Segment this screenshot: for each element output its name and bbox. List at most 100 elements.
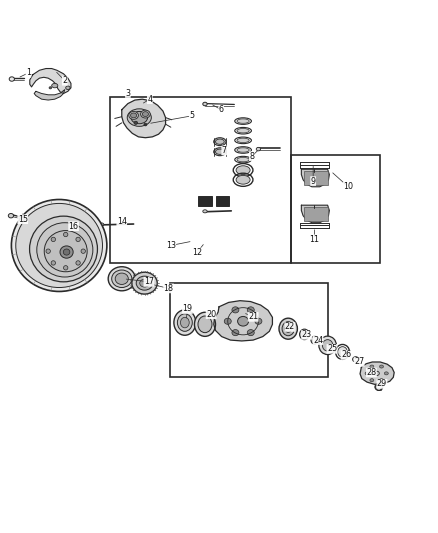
Bar [198, 196, 212, 206]
Ellipse shape [60, 246, 73, 258]
Ellipse shape [76, 237, 80, 241]
Ellipse shape [37, 223, 93, 277]
Text: 10: 10 [343, 182, 353, 191]
Bar [170, 283, 328, 377]
Bar [110, 96, 291, 263]
Ellipse shape [237, 128, 249, 133]
Text: 12: 12 [192, 248, 202, 257]
Text: 6: 6 [219, 105, 224, 114]
Ellipse shape [279, 318, 297, 339]
Ellipse shape [247, 307, 254, 313]
Ellipse shape [66, 86, 70, 90]
Ellipse shape [131, 111, 148, 124]
Text: 22: 22 [285, 322, 295, 332]
Ellipse shape [236, 175, 250, 184]
Ellipse shape [353, 357, 359, 362]
Polygon shape [122, 99, 166, 138]
Text: 27: 27 [354, 358, 364, 367]
Ellipse shape [142, 112, 148, 117]
Ellipse shape [108, 266, 135, 291]
Ellipse shape [129, 111, 138, 119]
Text: 20: 20 [206, 310, 216, 319]
Text: 23: 23 [301, 330, 312, 340]
Text: 21: 21 [248, 312, 258, 321]
Ellipse shape [131, 113, 137, 118]
Ellipse shape [16, 204, 102, 287]
Ellipse shape [256, 147, 261, 151]
Ellipse shape [311, 336, 318, 344]
Polygon shape [214, 301, 272, 341]
Text: 24: 24 [313, 336, 323, 344]
Text: 19: 19 [182, 304, 193, 313]
Ellipse shape [232, 307, 239, 313]
Ellipse shape [76, 261, 80, 265]
Ellipse shape [237, 148, 249, 152]
Ellipse shape [63, 249, 70, 255]
Bar [304, 207, 328, 221]
Ellipse shape [236, 166, 250, 174]
Polygon shape [360, 362, 394, 384]
Text: 5: 5 [189, 111, 194, 120]
Text: 18: 18 [164, 284, 173, 293]
Ellipse shape [180, 317, 189, 328]
Ellipse shape [379, 378, 384, 382]
Ellipse shape [64, 265, 68, 270]
Ellipse shape [238, 317, 249, 326]
Text: 8: 8 [249, 151, 254, 160]
Text: 9: 9 [311, 176, 316, 185]
Ellipse shape [385, 372, 389, 375]
Ellipse shape [64, 232, 68, 237]
Ellipse shape [132, 272, 157, 294]
Ellipse shape [174, 310, 196, 335]
Bar [291, 155, 380, 263]
Ellipse shape [375, 383, 383, 391]
Text: 17: 17 [144, 277, 154, 286]
Ellipse shape [338, 346, 347, 357]
Ellipse shape [322, 340, 333, 351]
Ellipse shape [203, 210, 207, 213]
Ellipse shape [99, 223, 104, 226]
Text: 7: 7 [222, 146, 227, 155]
Text: 11: 11 [310, 235, 319, 244]
Ellipse shape [215, 139, 224, 144]
Ellipse shape [300, 329, 309, 340]
Polygon shape [30, 69, 71, 93]
Ellipse shape [52, 84, 58, 88]
Ellipse shape [11, 199, 107, 292]
Polygon shape [301, 205, 329, 223]
Ellipse shape [214, 148, 226, 156]
Polygon shape [34, 90, 65, 100]
Text: 4: 4 [147, 95, 152, 104]
Ellipse shape [8, 214, 14, 218]
Bar [304, 171, 328, 185]
Ellipse shape [49, 87, 52, 89]
Ellipse shape [379, 365, 384, 368]
Ellipse shape [29, 216, 97, 282]
Ellipse shape [255, 318, 262, 324]
Ellipse shape [319, 336, 336, 354]
Text: 28: 28 [366, 368, 377, 377]
Ellipse shape [112, 270, 132, 287]
Ellipse shape [51, 261, 56, 265]
Text: 25: 25 [327, 344, 337, 353]
Ellipse shape [285, 325, 292, 333]
Ellipse shape [365, 372, 369, 375]
Ellipse shape [237, 119, 249, 123]
Text: 16: 16 [69, 222, 78, 231]
Text: 2: 2 [62, 76, 67, 85]
Ellipse shape [203, 102, 207, 106]
Text: 1: 1 [26, 68, 31, 77]
Ellipse shape [214, 138, 226, 146]
Ellipse shape [144, 123, 147, 126]
Ellipse shape [232, 329, 239, 336]
Text: 13: 13 [166, 241, 176, 250]
Ellipse shape [141, 110, 150, 118]
Text: 3: 3 [125, 88, 131, 98]
Ellipse shape [44, 231, 87, 272]
Ellipse shape [81, 249, 85, 253]
Ellipse shape [370, 378, 374, 382]
Ellipse shape [134, 122, 138, 124]
Ellipse shape [140, 279, 149, 287]
Ellipse shape [177, 314, 192, 332]
Text: 26: 26 [341, 351, 351, 359]
